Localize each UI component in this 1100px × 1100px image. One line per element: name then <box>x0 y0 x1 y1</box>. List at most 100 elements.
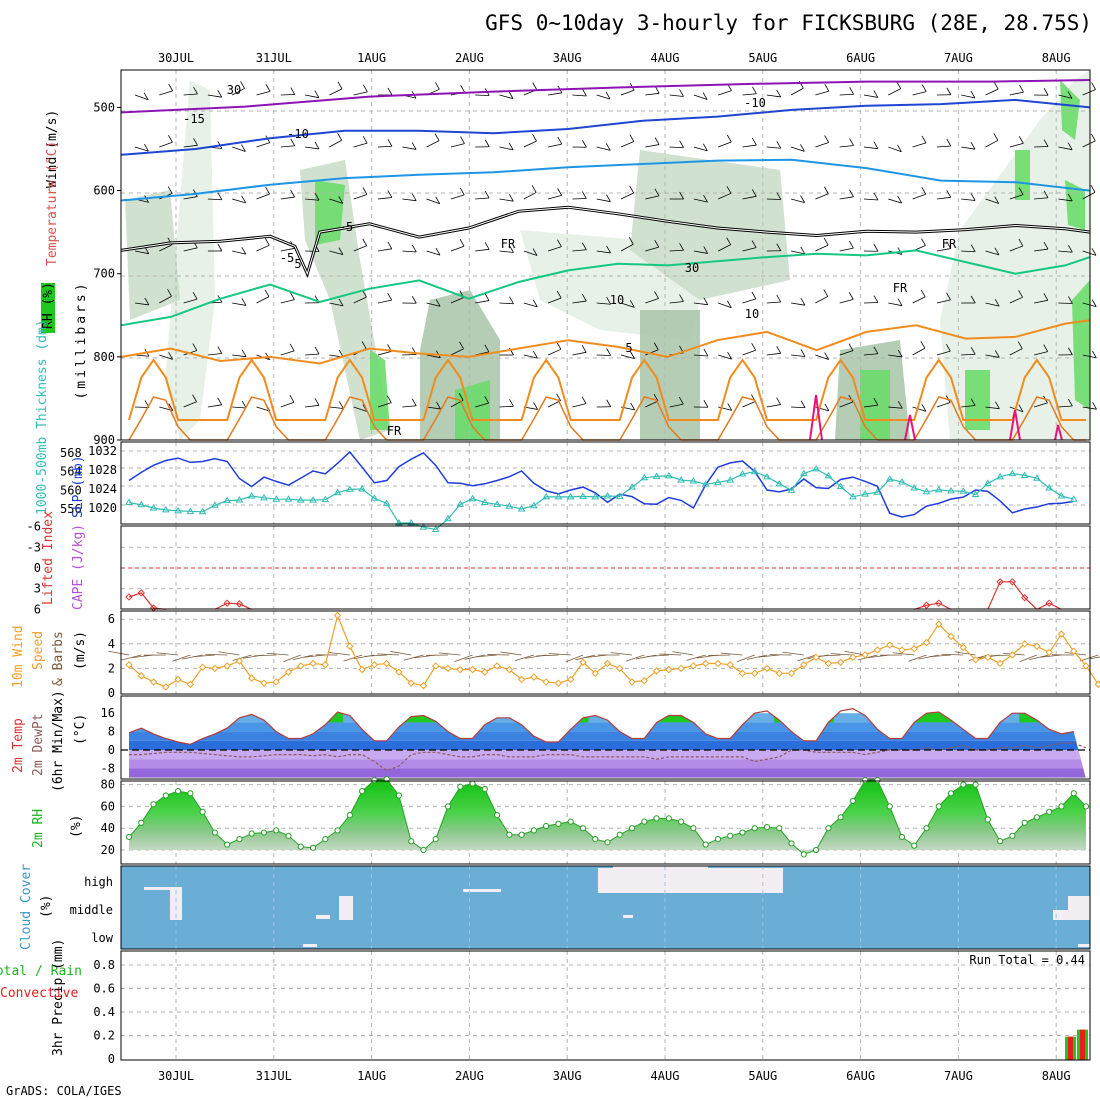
top-date-label: 7AUG <box>944 51 973 65</box>
wind-barb <box>863 353 878 356</box>
wind-barb-flag <box>167 289 172 297</box>
thickness-point <box>628 483 636 490</box>
wind-barb-flag <box>630 402 636 411</box>
wind-barb <box>985 406 1000 410</box>
wind-barb-flag <box>1043 190 1049 198</box>
rh-shade-area <box>640 310 700 440</box>
wind-barb-flag <box>606 348 612 356</box>
wind-barb <box>499 405 514 408</box>
wind-barb <box>183 298 198 304</box>
wind-speed-point <box>665 665 673 674</box>
wind-barb <box>790 87 804 96</box>
wind-barb-flag <box>508 193 514 202</box>
wind-barb <box>523 250 538 256</box>
wind-barb <box>1034 248 1049 252</box>
wind-barb <box>596 94 611 100</box>
lifted-index-point <box>1020 593 1029 602</box>
wind-barb <box>403 654 424 661</box>
wind-barb-flag <box>606 297 611 305</box>
wind-barb-flag <box>848 292 854 300</box>
wind-barb-flag <box>873 295 879 303</box>
cloud-ylabel-units: (%) <box>39 895 54 918</box>
lifted-index-line <box>987 581 1038 610</box>
thickness-point <box>898 478 906 485</box>
wind-barb <box>645 195 660 200</box>
wind-barb-flag <box>703 143 708 152</box>
isotherm-label: -10 <box>287 127 309 141</box>
rh-point <box>273 827 280 834</box>
wind-barb <box>1082 191 1096 200</box>
rh-point <box>812 846 820 854</box>
wind-barb <box>863 198 878 201</box>
wind-barb-flag <box>582 140 587 148</box>
slp-tick-label: 1024 <box>88 482 117 496</box>
wind-barb <box>718 192 732 200</box>
cloud-cover-block <box>463 889 501 892</box>
wind-speed-point <box>162 683 170 691</box>
wind-barb <box>475 654 498 658</box>
wind-barb-flag <box>1018 290 1023 298</box>
rh-label-swatch <box>41 283 55 333</box>
wind-barb <box>329 406 344 409</box>
wind-barb-flag <box>531 185 537 193</box>
top-date-label: 1AUG <box>357 51 386 65</box>
precip-convective-bar <box>1068 1036 1073 1060</box>
wind-barb-flag <box>1018 136 1024 144</box>
wind-barb <box>1009 296 1023 304</box>
thickness-tick-label: 556 <box>60 502 82 516</box>
rh-point <box>150 801 157 808</box>
rh-high-area <box>860 370 890 440</box>
wind-barb <box>402 198 417 202</box>
isotherm-line <box>120 158 1091 202</box>
rh-point <box>727 832 734 839</box>
rh-point <box>224 841 231 848</box>
wind-barb <box>742 93 757 96</box>
wind-speed-point <box>382 659 391 668</box>
wind-tick-label: 6 <box>108 612 115 626</box>
wind-barb <box>1009 194 1024 200</box>
wind-speed-point <box>125 661 133 669</box>
rh-point <box>751 825 758 832</box>
wind-barb-flag <box>970 244 976 252</box>
wind-speed-point <box>1008 651 1017 659</box>
wind-speed-line <box>128 613 1100 688</box>
li-tick-label: -6 <box>27 520 41 534</box>
isotherm-label: -15 <box>183 112 205 126</box>
wind-barb <box>912 91 927 96</box>
thickness-point <box>750 467 759 475</box>
wind-barb-flag <box>533 350 538 359</box>
wind-tick-label: 4 <box>108 637 115 651</box>
slp-line <box>128 450 1074 518</box>
isotherm-label: FR <box>501 237 516 251</box>
wind-barb <box>586 654 608 658</box>
wind-barb <box>742 349 756 356</box>
isotherm-line <box>120 319 1091 365</box>
wind-barb <box>718 141 732 148</box>
wind-barb <box>547 194 562 200</box>
wind-barb-flag <box>484 395 490 404</box>
isotherm-hot-line <box>904 414 916 441</box>
wind-barb-flag <box>290 87 296 95</box>
thickness-point <box>787 486 796 493</box>
wind-barb <box>912 406 927 412</box>
lifted-index-point <box>235 600 244 608</box>
wind-barb-flag <box>362 84 368 93</box>
rh-point <box>309 844 317 851</box>
wind-barb <box>693 146 708 152</box>
wind-barb <box>293 654 314 661</box>
wind-speed-point <box>358 665 366 674</box>
wind-barb <box>742 195 757 200</box>
wind-barb-flag <box>921 187 927 195</box>
wind-barb <box>207 404 222 408</box>
thickness-point <box>812 464 820 472</box>
wind-speed-point <box>223 662 231 670</box>
cloud-level-low: low <box>91 931 113 945</box>
rh-point <box>444 803 452 810</box>
wind-barb <box>450 194 465 200</box>
wind-barb-flag <box>606 194 611 202</box>
rh-point <box>628 825 636 832</box>
wind-barb-flag <box>993 81 999 90</box>
wind-barb-flag <box>314 193 320 201</box>
wind-barb-flag <box>1067 193 1073 202</box>
wind-barb <box>815 142 829 148</box>
